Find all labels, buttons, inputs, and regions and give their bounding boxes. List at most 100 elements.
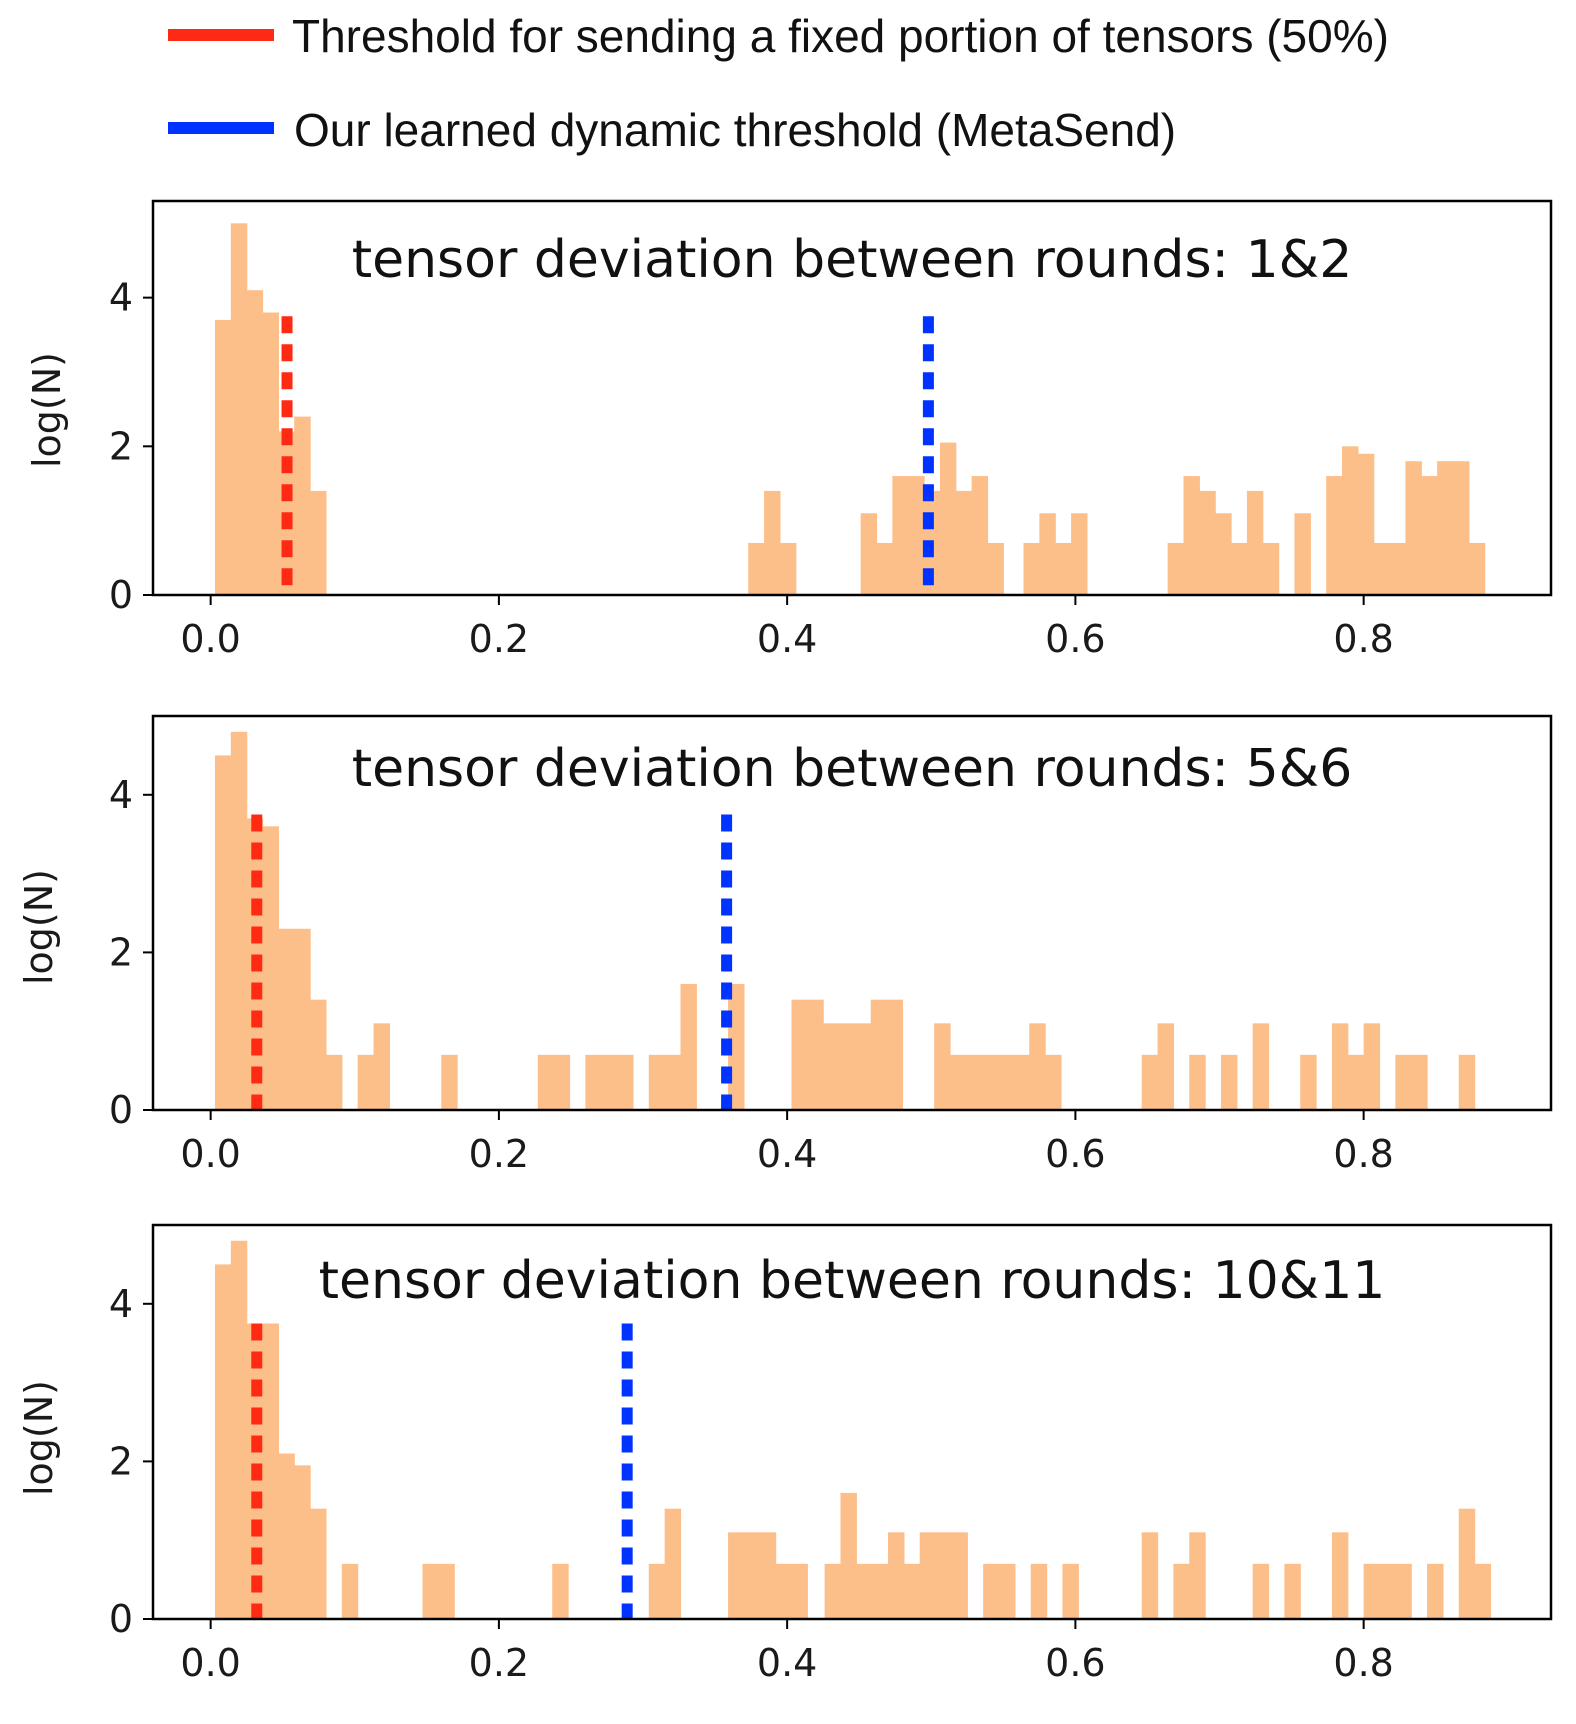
x-tick-label: 0.2: [469, 1641, 529, 1685]
histogram-panel-rounds-1-2: tensor deviation between rounds: 1&2 log…: [25, 199, 1553, 661]
histogram-bar: [743, 1532, 761, 1619]
histogram-bar: [935, 1532, 953, 1619]
histogram-bar: [601, 1054, 618, 1110]
histogram-panel-rounds-5-6: tensor deviation between rounds: 5&6 log…: [17, 714, 1553, 1176]
x-tick-label: 0.2: [469, 617, 529, 661]
histogram-bar: [892, 476, 909, 595]
x-tick-label: 0.2: [469, 1132, 529, 1176]
histogram-bar: [1062, 1563, 1079, 1619]
legend-swatch-fixed-threshold: [168, 29, 274, 41]
histogram-bar: [648, 1054, 666, 1110]
y-tick-label: 4: [109, 1282, 133, 1326]
histogram-bar: [1030, 1563, 1048, 1619]
histogram-bar: [823, 1023, 840, 1110]
histogram-bar: [1458, 1054, 1476, 1110]
x-tick-label: 0.4: [757, 1132, 817, 1176]
histogram-bar: [214, 1264, 232, 1619]
histogram-bar: [357, 1054, 375, 1110]
histogram-bars: [214, 1240, 1492, 1619]
histogram-bar: [1167, 542, 1185, 595]
histogram-bar: [278, 928, 295, 1110]
y-tick-label: 4: [109, 773, 133, 817]
histogram-bar: [1411, 1054, 1428, 1110]
x-tick-label: 0.4: [757, 617, 817, 661]
histogram-bar: [617, 1054, 634, 1110]
histogram-bar: [1427, 1563, 1444, 1619]
histogram-bar: [1141, 1532, 1159, 1619]
histogram-bar: [748, 542, 765, 595]
histogram-bar: [840, 1492, 857, 1619]
histogram-bar: [1395, 1563, 1412, 1619]
histogram-bar: [870, 999, 888, 1110]
x-axis-ticks: 0.0 0.2 0.4 0.6 0.8: [180, 1110, 1394, 1176]
histogram-bar: [246, 290, 264, 595]
histogram-bar: [1262, 542, 1280, 595]
histogram-bar: [999, 1563, 1016, 1619]
histogram-bar: [1189, 1054, 1206, 1110]
histogram-bar: [294, 1465, 311, 1619]
histogram-bar: [373, 1023, 390, 1110]
legend: Threshold for sending a fixed portion of…: [168, 10, 1389, 156]
histogram-bar: [664, 1054, 682, 1110]
histogram-bar: [341, 1563, 359, 1619]
y-tick-label: 0: [109, 573, 133, 617]
histogram-bar: [1357, 453, 1375, 595]
histogram-bar: [934, 1023, 951, 1110]
x-tick-label: 0.8: [1333, 1132, 1393, 1176]
histogram-bar: [1220, 1054, 1238, 1110]
histogram-bar: [971, 476, 989, 595]
histogram-bar: [1252, 1023, 1270, 1110]
chart-title: tensor deviation between rounds: 10&11: [319, 1251, 1386, 1311]
x-tick-label: 0.6: [1045, 1132, 1105, 1176]
histogram-bar: [919, 1532, 937, 1619]
histogram-bar: [1474, 1563, 1492, 1619]
histogram-bar: [888, 1532, 905, 1619]
histogram-bar: [1013, 1054, 1030, 1110]
x-tick-label: 0.0: [180, 1132, 240, 1176]
histogram-bar: [1071, 513, 1088, 595]
x-tick-label: 0.0: [180, 617, 240, 661]
histogram-bar: [764, 490, 781, 595]
histogram-bar: [537, 1054, 555, 1110]
histogram-bar: [951, 1532, 968, 1619]
histogram-bar: [1189, 1532, 1206, 1619]
histogram-bar: [939, 442, 957, 595]
legend-swatch-metasend-threshold: [168, 122, 274, 134]
histogram-bar: [1363, 1023, 1381, 1110]
x-axis-ticks: 0.0 0.2 0.4 0.6 0.8: [180, 595, 1394, 661]
histogram-bar: [1246, 490, 1264, 595]
histogram-bar: [775, 1563, 793, 1619]
x-tick-label: 0.6: [1045, 617, 1105, 661]
x-tick-label: 0.4: [757, 1641, 817, 1685]
histogram-bar: [1215, 513, 1232, 595]
histogram-bar: [1045, 1054, 1062, 1110]
histogram-bar: [1395, 1054, 1412, 1110]
histogram-panel-rounds-10-11: tensor deviation between rounds: 10&11 l…: [17, 1223, 1553, 1685]
threshold-lines: [251, 1323, 633, 1619]
y-axis-label: log(N): [25, 352, 69, 468]
chart-title: tensor deviation between rounds: 5&6: [352, 739, 1353, 799]
histogram-bar: [1183, 476, 1200, 595]
histogram-bar: [585, 1054, 602, 1110]
histogram-bar: [1363, 1563, 1381, 1619]
histogram-bar: [294, 928, 311, 1110]
histogram-bar: [262, 1323, 279, 1619]
histogram-bar: [1331, 1532, 1349, 1619]
histogram-bar: [1199, 490, 1216, 595]
plot-frame: [151, 1223, 1553, 1621]
y-axis-label: log(N): [17, 869, 61, 985]
histogram-bar: [1421, 476, 1438, 595]
histogram-bar: [1458, 1508, 1476, 1619]
histogram-bar: [950, 1054, 967, 1110]
histogram-bar: [278, 1453, 295, 1619]
histogram-bar: [648, 1563, 666, 1619]
x-tick-label: 0.0: [180, 1641, 240, 1685]
histogram-bar: [839, 1023, 856, 1110]
histogram-bar: [262, 312, 279, 595]
histogram-bar: [983, 1563, 1000, 1619]
histogram-bar: [1326, 476, 1343, 595]
histogram-bar: [1373, 542, 1391, 595]
histogram-bar: [791, 999, 808, 1110]
histogram-bar: [779, 542, 797, 595]
